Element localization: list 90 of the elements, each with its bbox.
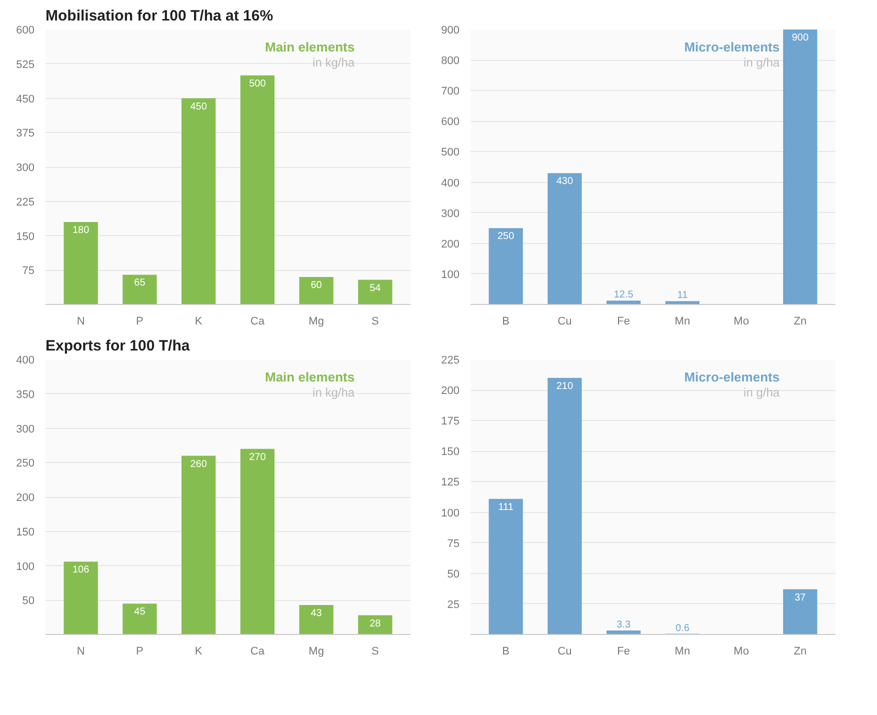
y-tick-label: 300 [16,162,35,174]
y-tick-label: 500 [441,146,460,159]
x-tick-label: B [502,316,510,328]
y-tick-label: 25 [447,598,460,611]
y-tick-label: 175 [441,416,460,428]
x-tick-label: Ca [250,646,266,658]
data-label: 11 [677,290,688,302]
data-label: 260 [190,458,208,470]
y-tick-label: 150 [16,526,35,538]
x-tick-label: N [76,316,85,328]
data-label: 43 [310,608,322,619]
data-label: 500 [249,78,266,90]
data-label: 3.3 [616,619,631,630]
x-tick-label: B [502,646,510,658]
y-tick-label: 100 [441,507,460,520]
x-tick-label: Mn [674,646,690,658]
data-label: 430 [556,176,574,188]
x-tick-label: Mg [308,646,324,658]
data-label: 106 [72,564,90,576]
y-tick-label: 150 [441,446,460,458]
chart-title: Exports for 100 T/ha [46,338,190,354]
y-tick-label: 525 [16,58,35,71]
data-label: 54 [370,282,382,294]
annotation: Main elements [264,370,355,384]
annotation: in g/ha [744,386,780,400]
data-label: 60 [310,280,322,291]
y-tick-label: 200 [441,385,460,398]
annotation: Micro-elements [684,40,780,54]
y-tick-label: 225 [16,196,35,208]
x-tick-label: Mo [734,316,749,328]
data-label: 45 [134,606,146,618]
data-label: 900 [792,32,809,44]
y-tick-label: 300 [441,208,460,220]
y-tick-label: 100 [16,560,35,573]
x-tick-label: Cu [558,646,572,658]
y-tick-label: 125 [441,476,460,489]
data-label: 250 [497,231,515,242]
y-tick-label: 450 [16,93,35,106]
x-tick-label: S [372,316,379,328]
y-tick-label: 400 [441,177,460,190]
y-tick-label: 225 [441,354,460,366]
y-tick-label: 900 [441,24,460,36]
y-tick-label: 250 [16,458,35,470]
data-label: 65 [134,278,146,289]
data-label: 210 [556,380,574,392]
x-tick-label: Mo [734,646,749,658]
chart-title: Mobilisation for 100 T/ha at 16% [46,8,274,24]
x-tick-label: P [136,646,144,658]
annotation: in kg/ha [312,56,355,70]
annotation: Main elements [264,40,355,54]
y-tick-label: 375 [16,128,35,140]
x-tick-label: Mn [674,316,690,328]
y-tick-label: 50 [447,568,460,580]
x-tick-label: Zn [794,646,807,658]
x-tick-label: Mg [308,316,324,328]
x-tick-label: K [194,316,203,328]
y-tick-label: 50 [22,595,35,608]
y-tick-label: 150 [16,230,35,243]
y-tick-label: 200 [16,492,35,504]
x-tick-label: Zn [794,316,807,328]
data-label: 111 [498,502,514,513]
y-tick-label: 600 [441,116,460,128]
x-tick-label: Ca [250,316,266,328]
y-tick-label: 200 [441,238,460,250]
data-label: 270 [249,452,266,463]
data-label: 28 [370,618,382,630]
y-tick-label: 300 [16,423,35,436]
y-tick-label: 75 [22,265,35,278]
data-label: 180 [72,225,90,236]
annotation: in kg/ha [312,386,355,400]
y-tick-label: 800 [441,55,460,68]
data-label: 12.5 [614,290,634,301]
data-label: 0.6 [675,622,690,634]
annotation: Micro-elements [684,370,780,384]
data-label: 37 [794,592,806,604]
x-tick-label: K [194,646,203,658]
data-label: 450 [190,101,208,112]
x-tick-label: Fe [617,316,630,328]
annotation: in g/ha [744,56,780,70]
y-tick-label: 600 [16,24,35,36]
y-tick-label: 700 [441,86,460,98]
y-tick-label: 100 [441,268,460,281]
x-tick-label: Cu [558,316,572,328]
x-tick-label: P [136,316,144,328]
y-tick-label: 350 [16,388,35,401]
y-tick-label: 75 [447,538,460,550]
y-tick-label: 400 [16,354,35,366]
x-tick-label: Fe [617,646,630,658]
x-tick-label: S [372,646,379,658]
x-tick-label: N [76,646,85,658]
